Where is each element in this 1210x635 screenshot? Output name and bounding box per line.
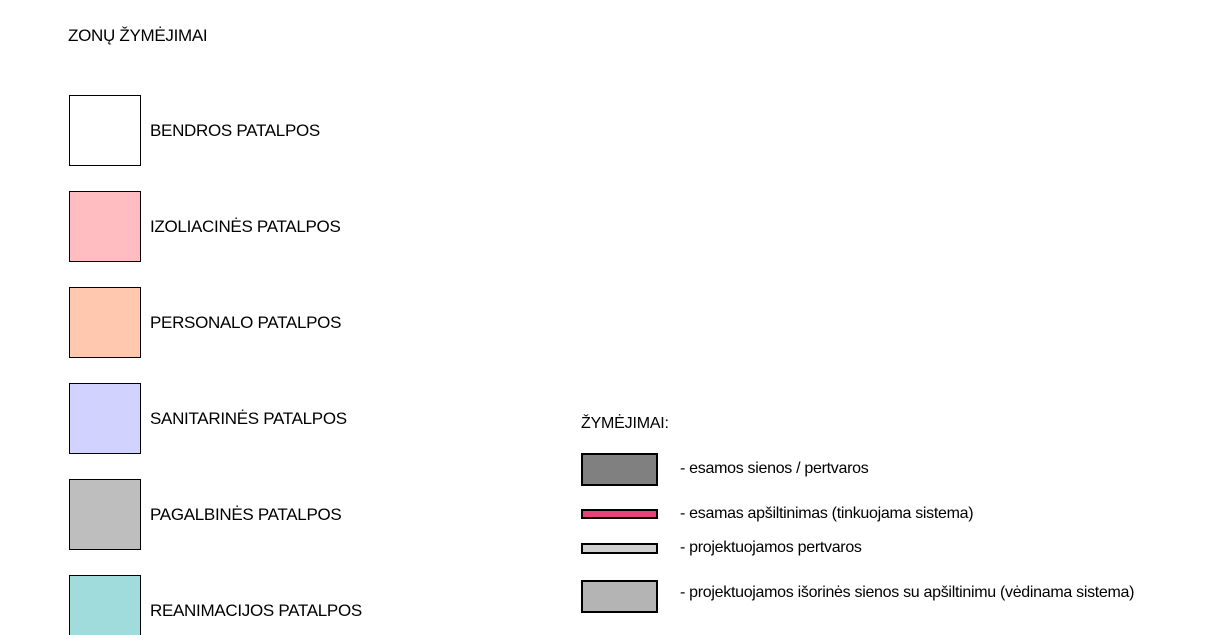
zone-label-personalo: PERSONALO PATALPOS — [150, 313, 342, 332]
zone-swatch-izoliacines — [69, 191, 141, 262]
zone-legend-title: ZONŲ ŽYMĖJIMAI — [68, 26, 208, 45]
legend-label-projected-partitions: - projektuojamos pertvaros — [680, 539, 862, 556]
legend-swatch-existing-insulation — [581, 509, 658, 519]
legend-swatch-projected-partitions — [581, 543, 658, 554]
zone-label-pagalbines: PAGALBINĖS PATALPOS — [150, 505, 342, 524]
legend-label-existing-insulation: - esamas apšiltinimas (tinkuojama sistem… — [680, 505, 974, 522]
zone-label-sanitarines: SANITARINĖS PATALPOS — [150, 409, 347, 428]
legend-swatch-existing-walls — [581, 453, 658, 486]
zone-label-reanimacijos: REANIMACIJOS PATALPOS — [150, 601, 362, 620]
legend-label-existing-walls: - esamos sienos / pertvaros — [680, 460, 869, 477]
wall-legend-title: ŽYMĖJIMAI: — [581, 415, 669, 432]
zone-swatch-pagalbines — [69, 479, 141, 550]
legend-label-projected-exterior-walls: - projektuojamos išorinės sienos su apši… — [680, 584, 1135, 601]
zone-swatch-reanimacijos — [69, 575, 141, 635]
zone-swatch-sanitarines — [69, 383, 141, 454]
zone-label-bendros: BENDROS PATALPOS — [150, 121, 320, 140]
zone-swatch-bendros — [69, 95, 141, 166]
zone-swatch-personalo — [69, 287, 141, 358]
legend-swatch-projected-exterior-walls — [581, 580, 658, 613]
zone-label-izoliacines: IZOLIACINĖS PATALPOS — [150, 217, 341, 236]
